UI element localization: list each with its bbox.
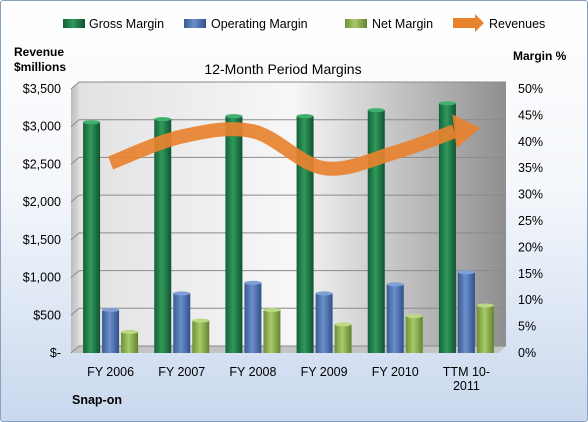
gridline-depth [70, 270, 80, 278]
category-label: FY 2009 [301, 365, 348, 379]
gross-margin-bar [438, 103, 456, 354]
operating-margin-bar [315, 293, 333, 353]
operating-margin-bar-cap [315, 291, 333, 296]
net-margin-bar-cap [121, 329, 139, 334]
category-label: FY 2006 [87, 365, 134, 379]
legend: Gross Margin Operating Margin Net Margin… [63, 14, 545, 32]
legend-swatch-revenues [453, 14, 484, 32]
net-margin-bar [334, 324, 352, 353]
left-tick-label: $1,500 [23, 233, 61, 247]
right-tick-label: 40% [518, 135, 543, 149]
gross-margin-bar [83, 122, 101, 353]
left-axis-ticks: $- $500 $1,000 $1,500 $2,000 $2,500 $3,000 $3,5… [23, 82, 61, 360]
right-axis-title: Margin % [513, 49, 567, 63]
right-tick-label: 30% [518, 188, 543, 202]
category-label: 2011 [453, 379, 480, 393]
net-margin-bar [192, 320, 210, 353]
right-tick-label: 5% [518, 320, 536, 334]
operating-margin-bar-cap [244, 280, 262, 285]
left-tick-label: $500 [33, 308, 61, 322]
left-axis-title-line2: $millions [14, 60, 66, 74]
left-axis-title-line1: Revenue [14, 45, 64, 59]
right-axis-ticks: 0% 5% 10% 15% 20% 25% 30% 35% 40% 45% 50% [518, 82, 543, 360]
gross-margin-bar-cap [438, 101, 456, 106]
legend-label-net-margin: Net Margin [372, 17, 433, 31]
operating-margin-bar-cap [102, 308, 120, 313]
left-tick-label: $2,500 [23, 157, 61, 171]
gridline-depth [70, 194, 80, 203]
right-tick-label: 45% [518, 108, 543, 122]
left-tick-label: $- [50, 346, 61, 360]
right-tick-label: 35% [518, 161, 543, 175]
legend-label-operating-margin: Operating Margin [211, 17, 308, 31]
revenues-line [108, 122, 457, 176]
gridline-depth [70, 157, 80, 165]
gridline-depth [70, 232, 80, 241]
operating-margin-bar-cap [457, 270, 475, 275]
net-margin-bar-cap [334, 322, 352, 327]
operating-margin-bar [457, 272, 475, 353]
gross-margin-bar-cap [154, 117, 172, 122]
legend-swatch-gross-margin [63, 19, 85, 28]
operating-margin-bar [244, 282, 262, 353]
gross-margin-bar [367, 110, 385, 354]
net-margin-bar-cap [192, 318, 210, 323]
operating-margin-bar [173, 293, 191, 353]
right-tick-label: 0% [518, 346, 536, 360]
gridline-depth [70, 81, 80, 90]
company-label: Snap-on [72, 393, 122, 407]
net-margin-bar-cap [263, 308, 281, 313]
plot-side-wall [71, 82, 79, 353]
revenues-arrowhead [452, 114, 481, 149]
gridline-depth [70, 119, 80, 128]
net-margin-bar-cap [476, 303, 494, 308]
gross-margin-bar [154, 119, 172, 354]
gross-margin-bar-cap [367, 108, 385, 113]
net-margin-bar-cap [405, 314, 423, 319]
gridline-depth [70, 345, 80, 354]
gross-margin-bar-cap [225, 114, 243, 119]
right-tick-label: 50% [518, 82, 543, 96]
legend-swatch-operating-margin [184, 19, 206, 28]
left-tick-label: $3,000 [23, 120, 61, 134]
operating-margin-bar [102, 310, 120, 353]
net-margin-bar [405, 316, 423, 353]
legend-label-gross-margin: Gross Margin [89, 17, 164, 31]
category-labels: FY 2006 FY 2007 FY 2008 FY 2009 FY 2010 TTM 1… [87, 365, 490, 393]
gridlines [70, 81, 506, 354]
operating-margin-bar-cap [386, 282, 404, 287]
net-margin-bar [476, 305, 494, 353]
right-tick-label: 10% [518, 293, 543, 307]
category-label: FY 2008 [229, 365, 276, 379]
operating-margin-bar [386, 284, 404, 353]
net-margin-bar [121, 331, 139, 353]
gross-margin-bar-cap [296, 114, 314, 119]
net-margin-bar [263, 310, 281, 353]
category-label: TTM 10- [443, 365, 490, 379]
gross-margin-bar [225, 116, 243, 353]
left-tick-label: $1,000 [23, 271, 61, 285]
category-label: FY 2007 [158, 365, 205, 379]
left-tick-label: $2,000 [23, 195, 61, 209]
gross-margin-bar-cap [83, 120, 101, 125]
gross-margin-bar [296, 116, 314, 353]
legend-swatch-net-margin [345, 19, 367, 28]
plot-area [79, 82, 506, 346]
right-tick-label: 25% [518, 214, 543, 228]
revenues-series [108, 114, 481, 176]
right-tick-label: 20% [518, 240, 543, 254]
legend-label-revenues: Revenues [489, 17, 545, 31]
bars [83, 101, 494, 354]
category-label: FY 2010 [372, 365, 419, 379]
right-tick-label: 15% [518, 267, 543, 281]
chart-title: 12-Month Period Margins [204, 61, 361, 77]
left-tick-label: $3,500 [23, 82, 61, 96]
gridline-depth [70, 307, 80, 316]
operating-margin-bar-cap [173, 291, 191, 296]
